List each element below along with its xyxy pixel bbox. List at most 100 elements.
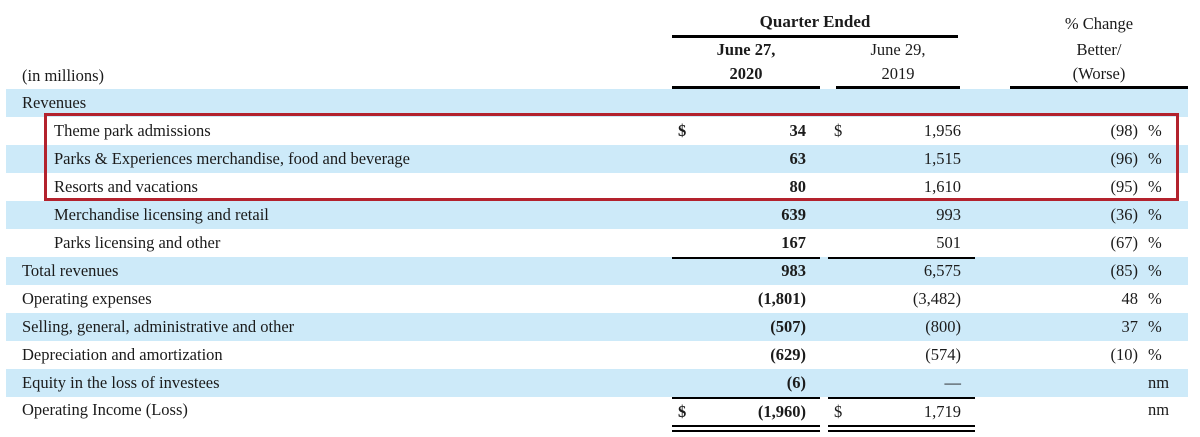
row-label: Theme park admissions [54, 121, 211, 140]
value-group-2019: 501 [828, 229, 975, 259]
value-group-2019: $1,956 [828, 117, 975, 145]
value-group-2020: $34 [672, 117, 820, 145]
value-group-2020: 983 [672, 257, 820, 285]
table-row: Depreciation and amortization (629) (574) (… [6, 341, 1188, 369]
dollar-sign-2019: $ [834, 402, 843, 421]
pct-unit: % [1148, 121, 1162, 140]
pct-unit: % [1148, 345, 1162, 364]
value-group-2019: (800) [828, 313, 975, 341]
value-group-2020: 639 [672, 201, 820, 229]
value-group-2020: (1,801) [672, 285, 820, 313]
pct-change-value: 48 [1121, 289, 1139, 308]
better-worse-line2: (Worse) [1072, 64, 1126, 83]
col-header-2020: June 27, 2020 [672, 38, 820, 89]
value-group-2020 [672, 89, 820, 117]
value-2020: (1,960) [757, 402, 806, 421]
pct-change-value: (85) [1110, 261, 1139, 280]
value-group-2019: (574) [828, 341, 975, 369]
value-2019: (574) [925, 345, 961, 364]
pct-change-value [1060, 89, 1138, 117]
table-row: Revenues [6, 89, 1188, 117]
pct-change-value: (10) [1110, 345, 1139, 364]
value-2019: (3,482) [912, 289, 961, 308]
value-2020: (6) [786, 373, 806, 392]
value-2020: 63 [789, 149, 807, 168]
row-label: Resorts and vacations [54, 177, 198, 196]
value-group-2019 [828, 89, 975, 117]
table-row: Merchandise licensing and retail 639 993 (3… [6, 201, 1188, 229]
value-group-2019: 1,610 [828, 173, 975, 201]
table-row: Equity in the loss of investees (6) — nm [6, 369, 1188, 397]
value-2020: (629) [770, 345, 806, 364]
value-group-2020: 63 [672, 145, 820, 173]
value-group-2019: 993 [828, 201, 975, 229]
col-header-2020-line2: 2020 [729, 64, 763, 83]
row-label: Operating Income (Loss) [22, 400, 188, 419]
dollar-sign-2020: $ [678, 121, 687, 140]
pct-unit: % [1148, 261, 1162, 280]
value-2020: 34 [789, 121, 807, 140]
value-2019: 501 [936, 233, 961, 252]
table-row: Parks & Experiences merchandise, food an… [6, 145, 1188, 173]
pct-unit [1138, 89, 1188, 117]
pct-unit: % [1148, 205, 1162, 224]
value-group-2020: (629) [672, 341, 820, 369]
pct-change-header: % Change [1064, 14, 1134, 33]
dollar-sign-2020: $ [678, 402, 687, 421]
row-label: Parks & Experiences merchandise, food an… [54, 149, 410, 168]
pct-unit: % [1148, 233, 1162, 252]
value-2020: (1,801) [757, 289, 806, 308]
row-label: Total revenues [22, 261, 119, 280]
pct-change-value: (67) [1110, 233, 1139, 252]
in-millions-label: (in millions) [22, 66, 105, 85]
dollar-sign-2019: $ [834, 121, 843, 140]
pct-unit: % [1148, 149, 1162, 168]
pct-unit: % [1148, 317, 1162, 336]
pct-unit: nm [1148, 373, 1170, 392]
row-label: Equity in the loss of investees [22, 373, 220, 392]
pct-change-value: (96) [1110, 149, 1139, 168]
value-2020: 983 [781, 261, 806, 280]
table-row: Resorts and vacations 80 1,610 (95)% [6, 173, 1188, 201]
better-worse-line1: Better/ [1076, 40, 1122, 59]
pct-unit: % [1148, 177, 1162, 196]
pct-change-value [1060, 369, 1138, 397]
value-2019: (800) [925, 317, 961, 336]
value-group-2020: 80 [672, 173, 820, 201]
value-2019: 1,956 [923, 121, 961, 140]
table-row: Operating Income (Loss) $ (1,960) $1,719 nm [6, 397, 1188, 432]
value-group-2019: (3,482) [828, 285, 975, 313]
value-2019: — [944, 373, 962, 392]
value-group-2019: — [828, 369, 975, 397]
col-header-2019-line1: June 29, [870, 40, 926, 59]
table-row: Selling, general, administrative and oth… [6, 313, 1188, 341]
pct-change-value: (36) [1110, 205, 1139, 224]
value-group-2019: 6,575 [828, 257, 975, 285]
value-2019: 1,719 [923, 402, 961, 421]
pct-unit: nm [1148, 400, 1170, 419]
table-row: Total revenues 983 6,575 (85)% [6, 257, 1188, 285]
value-2019: 993 [936, 205, 961, 224]
pct-change-value: 37 [1121, 317, 1139, 336]
value-2019: 1,610 [923, 177, 961, 196]
table-header-row-2: (in millions) June 27, 2020 June 29, 201… [6, 38, 1188, 89]
value-group-2020: 167 [672, 229, 820, 259]
value-group-2020: (6) [672, 369, 820, 397]
value-2020: (507) [770, 317, 806, 336]
table-row: Operating expenses (1,801) (3,482) 48% [6, 285, 1188, 313]
value-2020: 80 [789, 177, 807, 196]
row-label: Depreciation and amortization [22, 345, 223, 364]
table-row: Theme park admissions $34 $1,956 (98)% [6, 117, 1188, 145]
value-2020: 167 [781, 233, 806, 252]
pct-change-value: (95) [1110, 177, 1139, 196]
table-header-row-1: Quarter Ended % Change [6, 8, 1188, 38]
value-2019: 6,575 [923, 261, 961, 280]
pct-change-value [1060, 397, 1138, 432]
row-label: Operating expenses [22, 289, 152, 308]
col-header-2019-line2: 2019 [881, 64, 915, 83]
value-group-2019: $1,719 [828, 397, 975, 432]
row-label: Parks licensing and other [54, 233, 221, 252]
table-body: Revenues Theme park admissions $34 $1,956 (9… [0, 89, 1200, 432]
row-label: Revenues [22, 93, 87, 112]
